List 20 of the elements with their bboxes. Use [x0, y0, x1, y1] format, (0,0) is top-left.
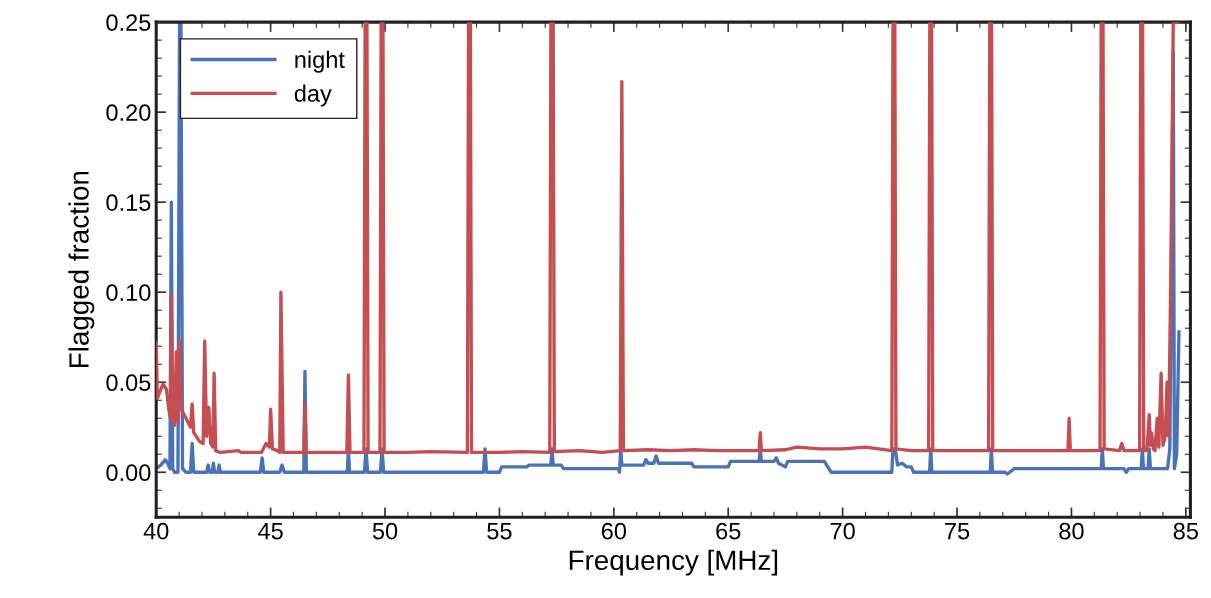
y-tick-label: 0.20 [106, 104, 151, 121]
x-tick-label: 50 [372, 522, 398, 540]
x-axis-title: Frequency [MHz] [569, 549, 778, 576]
x-tick-label: 40 [143, 522, 169, 540]
legend-label: night [295, 50, 345, 73]
y-axis-title: Flagged fraction [68, 171, 95, 368]
legend-label: day [294, 84, 332, 107]
x-tick-label: 60 [601, 522, 627, 540]
x-tick-label: 65 [716, 522, 741, 540]
x-tick-label: 85 [1173, 522, 1198, 540]
y-tick-label: 0.05 [106, 374, 151, 392]
x-tick-label: 70 [830, 522, 855, 540]
x-tick-label: 75 [945, 523, 970, 540]
x-tick-label: 55 [487, 523, 512, 540]
x-tick-label: 45 [258, 523, 283, 540]
y-tick-label: 0.15 [106, 194, 151, 211]
y-tick-label: 0.25 [106, 14, 151, 31]
y-tick-label: 0.10 [106, 284, 151, 301]
y-tick-label: 0.00 [106, 464, 151, 482]
x-tick-label: 80 [1059, 522, 1084, 540]
